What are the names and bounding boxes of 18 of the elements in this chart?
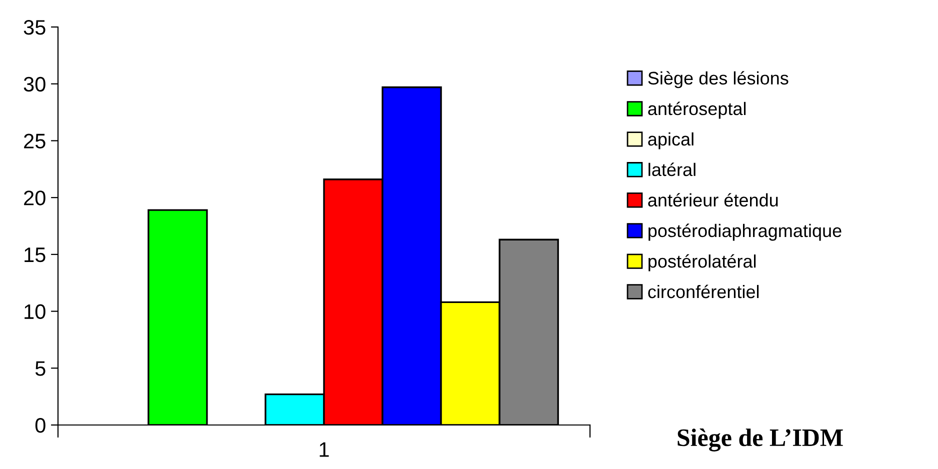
legend-label: postérolatéral [648, 254, 756, 272]
legend-label: antérieur étendu [648, 193, 778, 207]
y-tick-label: 25 [24, 134, 46, 148]
y-tick-label: 10 [24, 304, 46, 320]
y-tick-label: 15 [24, 248, 46, 262]
x-tick-label: 1 [320, 442, 329, 457]
legend-label: circonférentiel [648, 284, 759, 298]
legend-label: apical [648, 132, 694, 150]
y-tick-label: 5 [35, 361, 46, 376]
y-tick-label: 0 [35, 418, 46, 433]
y-tick-label: 30 [24, 76, 46, 92]
legend-label: postérodiaphragmatique [648, 224, 842, 241]
legend-label: Siège des lésions [648, 71, 788, 88]
y-tick-label: 20 [24, 190, 46, 206]
y-tick-label: 35 [24, 20, 46, 35]
legend-label: latéral [648, 162, 696, 176]
text: Siège de L’IDM [678, 428, 843, 452]
legend-label: antéroseptal [648, 102, 746, 119]
